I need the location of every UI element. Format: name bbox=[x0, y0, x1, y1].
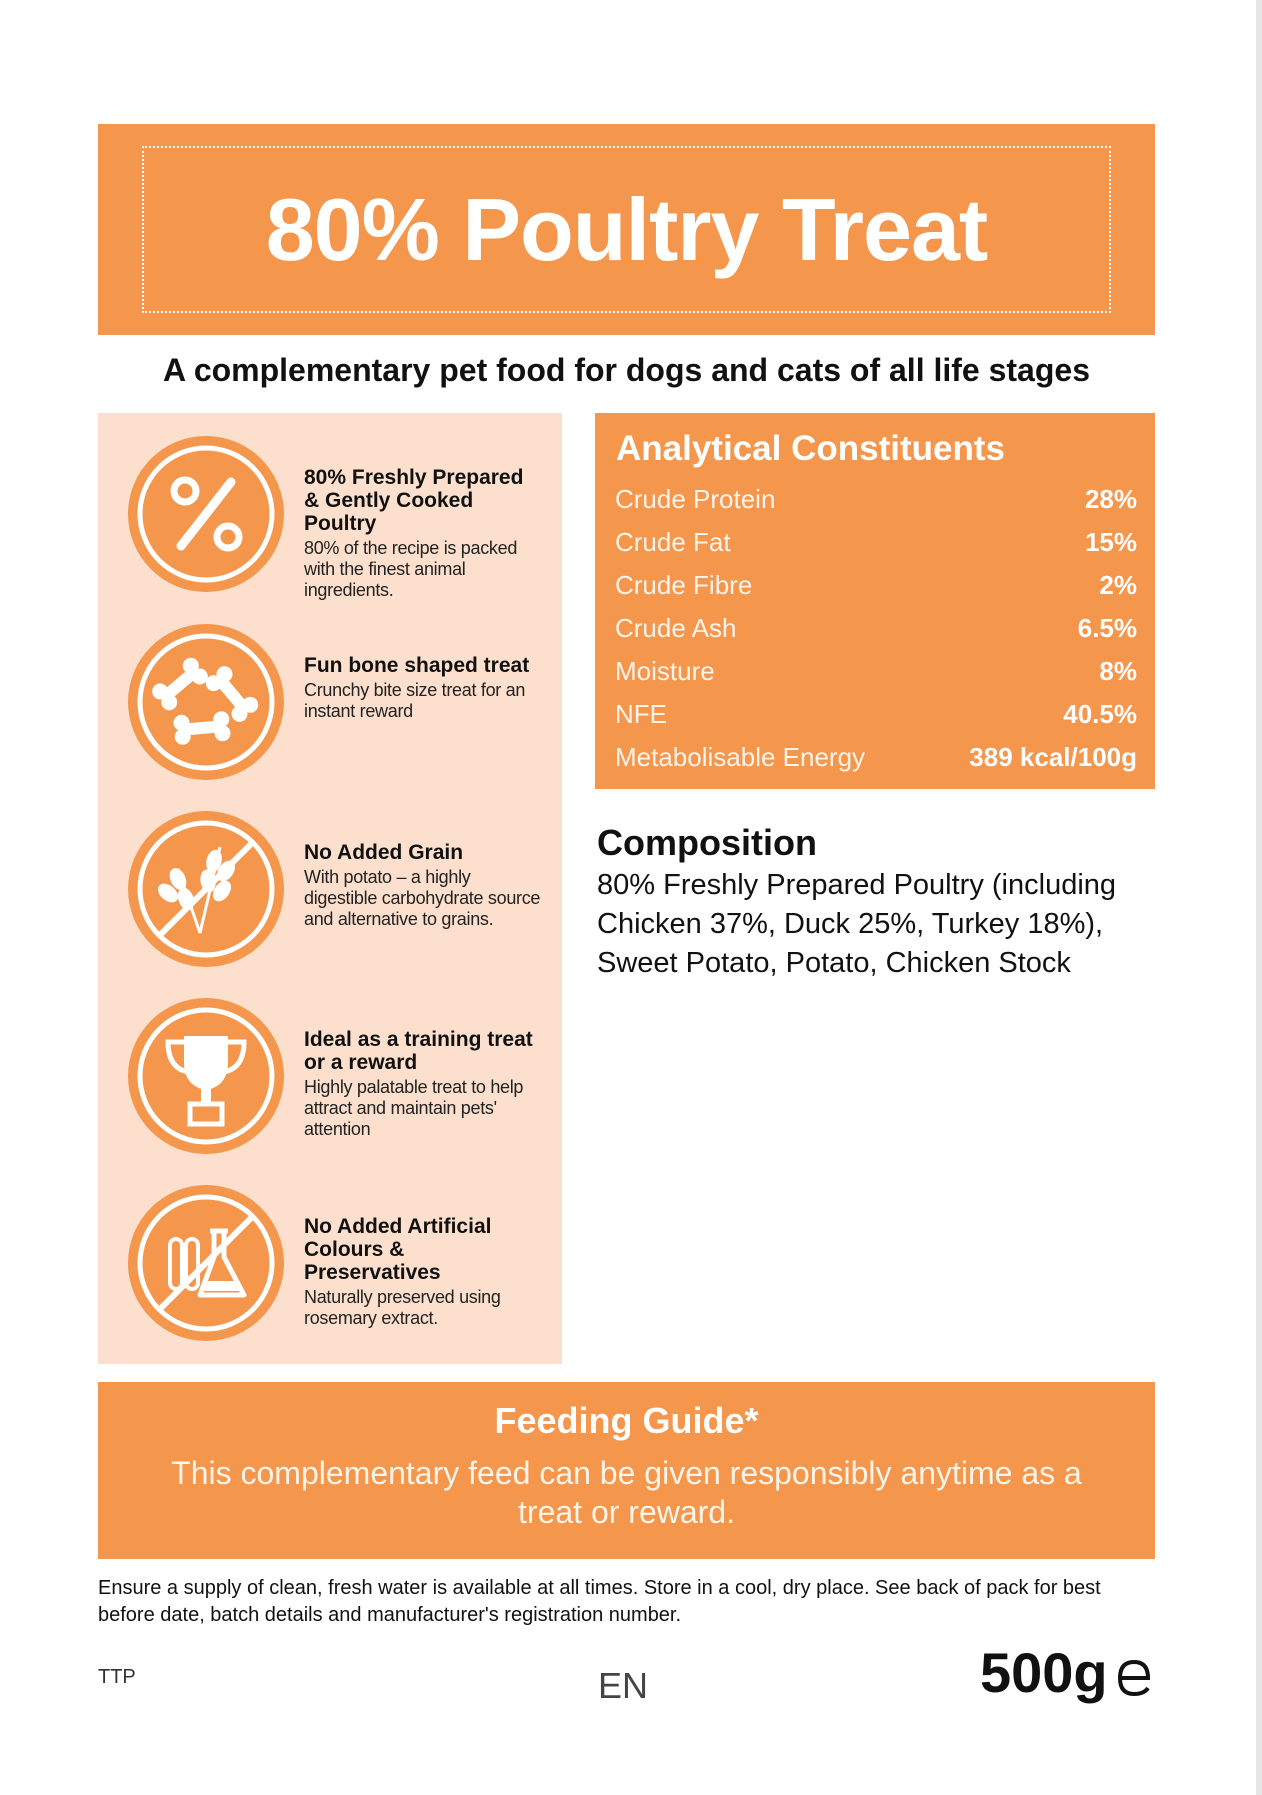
estimated-sign-icon bbox=[1117, 1659, 1151, 1697]
feeding-guide-text: This complementary feed can be given res… bbox=[171, 1455, 1082, 1530]
constituent-value: 389 kcal/100g bbox=[969, 742, 1137, 772]
feature-title: No Added Artificial Colours & Preservati… bbox=[304, 1215, 492, 1284]
feature-training-treat: Ideal as a training treat or a reward Hi… bbox=[98, 998, 562, 1158]
constituent-label: Crude Fat bbox=[615, 527, 731, 557]
constituent-row: Crude Fat 15% bbox=[615, 527, 1137, 570]
constituent-value: 6.5% bbox=[1077, 613, 1137, 643]
feature-bone-shaped: Fun bone shaped treat Crunchy bite size … bbox=[98, 624, 562, 784]
title-banner: 80% Poultry Treat bbox=[98, 124, 1155, 335]
composition-text: 80% Freshly Prepared Poultry (including … bbox=[597, 869, 1117, 979]
storage-note: Ensure a supply of clean, fresh water is… bbox=[98, 1577, 1101, 1626]
constituent-row: Crude Fibre 2% bbox=[615, 570, 1137, 613]
product-subtitle: A complementary pet food for dogs and ca… bbox=[163, 352, 1090, 388]
feature-description: With potato – a highly digestible carboh… bbox=[304, 867, 541, 929]
constituent-label: Crude Protein bbox=[615, 484, 776, 514]
feature-title: Ideal as a training treat or a reward bbox=[304, 1028, 533, 1074]
constituent-value: 15% bbox=[1084, 527, 1137, 557]
feature-title: No Added Grain bbox=[304, 841, 464, 864]
constituent-value: 8% bbox=[1099, 656, 1137, 686]
page-edge bbox=[1256, 0, 1262, 1795]
feeding-guide-banner: Feeding Guide* This complementary feed c… bbox=[98, 1382, 1155, 1559]
feature-description: 80% of the recipe is packed with the fin… bbox=[304, 538, 518, 600]
feature-description: Highly palatable treat to help attract a… bbox=[304, 1077, 524, 1139]
constituent-row: Crude Protein 28% bbox=[615, 484, 1137, 527]
feature-poultry: 80% Freshly Prepared & Gently Cooked Pou… bbox=[98, 436, 562, 600]
constituent-value: 28% bbox=[1084, 484, 1137, 514]
constituent-row: NFE 40.5% bbox=[615, 699, 1137, 742]
analytical-title: Analytical Constituents bbox=[616, 429, 1005, 468]
constituent-row: Metabolisable Energy 389 kcal/100g bbox=[615, 742, 1137, 785]
feature-title: 80% Freshly Prepared & Gently Cooked Pou… bbox=[304, 466, 524, 535]
feature-description: Naturally preserved using rosemary extra… bbox=[304, 1287, 501, 1328]
percent-icon bbox=[128, 436, 284, 592]
composition-title: Composition bbox=[597, 822, 817, 863]
product-title: 80% Poultry Treat bbox=[265, 179, 989, 279]
constituent-label: Crude Fibre bbox=[615, 570, 753, 600]
constituent-row: Moisture 8% bbox=[615, 656, 1137, 699]
product-code: TTP bbox=[98, 1666, 136, 1688]
constituent-label: NFE bbox=[615, 699, 667, 729]
net-weight: 500g bbox=[980, 1641, 1108, 1704]
constituent-row: Crude Ash 6.5% bbox=[615, 613, 1137, 656]
feeding-guide-title: Feeding Guide* bbox=[494, 1400, 759, 1441]
feature-description: Crunchy bite size treat for an instant r… bbox=[304, 680, 526, 721]
feature-no-grain: No Added Grain With potato – a highly di… bbox=[98, 811, 562, 971]
title-frame: 80% Poultry Treat bbox=[142, 146, 1111, 313]
feature-no-artificial: No Added Artificial Colours & Preservati… bbox=[98, 1185, 562, 1345]
bones-icon bbox=[128, 624, 284, 780]
no-artificial-icon bbox=[128, 1185, 284, 1341]
constituent-label: Moisture bbox=[615, 656, 715, 686]
features-panel: 80% Freshly Prepared & Gently Cooked Pou… bbox=[98, 413, 562, 1364]
no-grain-icon bbox=[128, 811, 284, 967]
language-code: EN bbox=[598, 1665, 649, 1706]
analytical-constituents-panel: Analytical Constituents Crude Protein 28… bbox=[595, 413, 1155, 789]
constituent-label: Metabolisable Energy bbox=[615, 742, 866, 772]
feature-title: Fun bone shaped treat bbox=[304, 654, 530, 677]
trophy-icon bbox=[128, 998, 284, 1154]
constituent-label: Crude Ash bbox=[615, 613, 737, 643]
constituent-value: 2% bbox=[1099, 570, 1137, 600]
constituent-value: 40.5% bbox=[1063, 699, 1137, 729]
